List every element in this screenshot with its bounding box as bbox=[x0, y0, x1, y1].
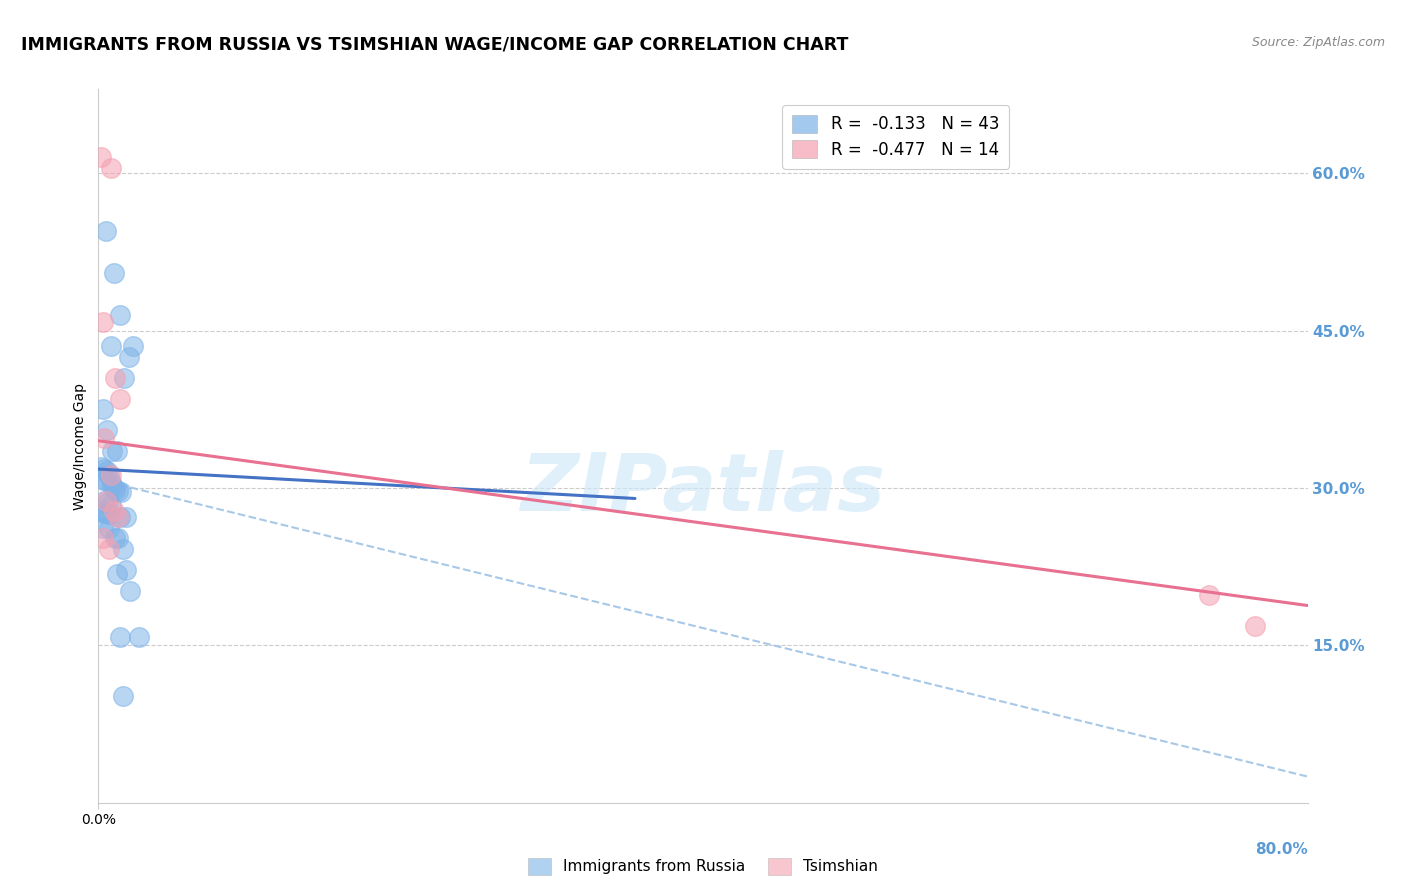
Legend: Immigrants from Russia, Tsimshian: Immigrants from Russia, Tsimshian bbox=[522, 852, 884, 880]
Point bbox=[98, 507, 121, 521]
Point bbox=[93, 462, 115, 476]
Point bbox=[96, 496, 118, 510]
Point bbox=[93, 493, 115, 508]
Point bbox=[94, 473, 117, 487]
Point bbox=[90, 150, 112, 164]
Point bbox=[101, 444, 124, 458]
Point bbox=[111, 689, 134, 703]
Point bbox=[91, 532, 114, 546]
Point bbox=[104, 371, 127, 385]
Point bbox=[108, 510, 131, 524]
Point bbox=[103, 266, 125, 280]
Point bbox=[104, 532, 127, 546]
Point bbox=[90, 504, 112, 518]
Point bbox=[128, 630, 150, 644]
Text: 80.0%: 80.0% bbox=[1254, 842, 1308, 857]
Y-axis label: Wage/Income Gap: Wage/Income Gap bbox=[73, 383, 87, 509]
Point bbox=[1243, 619, 1265, 633]
Point bbox=[114, 563, 136, 577]
Point bbox=[105, 567, 128, 582]
Point bbox=[122, 339, 145, 353]
Point bbox=[96, 464, 118, 478]
Point bbox=[98, 541, 121, 556]
Point bbox=[100, 498, 122, 512]
Point bbox=[91, 521, 114, 535]
Point bbox=[96, 423, 118, 437]
Point bbox=[110, 485, 132, 500]
Point bbox=[100, 161, 122, 175]
Point bbox=[103, 481, 125, 495]
Point bbox=[1198, 588, 1220, 602]
Point bbox=[94, 224, 117, 238]
Point bbox=[108, 392, 131, 406]
Point bbox=[94, 506, 117, 520]
Point bbox=[105, 444, 128, 458]
Point bbox=[107, 484, 129, 499]
Point bbox=[100, 468, 122, 483]
Point bbox=[114, 510, 136, 524]
Point bbox=[90, 460, 112, 475]
Point bbox=[104, 483, 127, 497]
Point bbox=[112, 371, 135, 385]
Point bbox=[118, 350, 141, 364]
Point bbox=[107, 532, 129, 546]
Point bbox=[91, 315, 114, 329]
Point bbox=[91, 473, 114, 487]
Point bbox=[100, 475, 122, 489]
Text: Source: ZipAtlas.com: Source: ZipAtlas.com bbox=[1251, 36, 1385, 49]
Text: IMMIGRANTS FROM RUSSIA VS TSIMSHIAN WAGE/INCOME GAP CORRELATION CHART: IMMIGRANTS FROM RUSSIA VS TSIMSHIAN WAGE… bbox=[21, 36, 848, 54]
Point bbox=[98, 521, 121, 535]
Point bbox=[94, 493, 117, 508]
Point bbox=[120, 583, 142, 598]
Text: ZIPatlas: ZIPatlas bbox=[520, 450, 886, 528]
Point bbox=[100, 339, 122, 353]
Point bbox=[111, 541, 134, 556]
Point bbox=[91, 402, 114, 417]
Point bbox=[98, 468, 121, 483]
Point bbox=[93, 431, 115, 445]
Point bbox=[101, 479, 124, 493]
Point bbox=[103, 504, 125, 518]
Point bbox=[93, 506, 115, 520]
Point bbox=[107, 510, 129, 524]
Point bbox=[108, 308, 131, 322]
Point bbox=[108, 630, 131, 644]
